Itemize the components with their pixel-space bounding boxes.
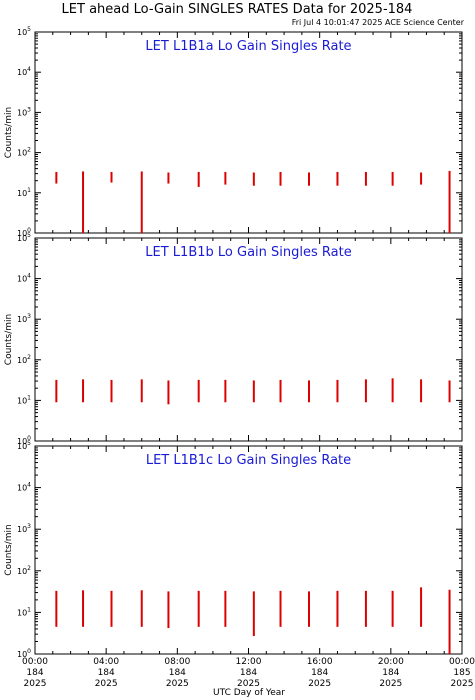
y-tick-label: 100 [17, 227, 31, 238]
x-tick-label-year: 2025 [166, 679, 189, 689]
y-tick-label: 103 [17, 313, 31, 324]
y-axis-label: Counts/min [4, 107, 14, 158]
plot-frame [34, 445, 463, 655]
y-axis-label: Counts/min [4, 314, 14, 365]
chart-panel-2: LET L1B1b Lo Gain Singles Rate 100 101 102 1… [4, 232, 463, 446]
generation-timestamp: Fri Jul 4 10:01:47 2025 ACE Science Cent… [292, 18, 465, 27]
x-tick-label-time: 04:00 [93, 657, 119, 667]
x-tick-label-day: 184 [169, 668, 186, 678]
x-tick-label-day: 184 [311, 668, 328, 678]
x-tick-label-year: 2025 [24, 679, 47, 689]
y-tick-label: 105 [17, 232, 31, 243]
y-tick-label: 100 [17, 435, 31, 446]
x-axis-label: UTC Day of Year [213, 688, 285, 698]
x-tick-label-day: 184 [382, 668, 399, 678]
y-tick-label: 105 [17, 26, 31, 37]
x-tick-label-time: 12:00 [236, 657, 262, 667]
y-tick-label: 102 [17, 354, 31, 365]
y-tick-label: 102 [17, 147, 31, 158]
panel-stack: LET L1B1a Lo Gain Singles Rate 100 101 102 1… [4, 26, 463, 659]
chart-panel-3: LET L1B1c Lo Gain Singles Rate 100 101 102 1… [4, 440, 463, 659]
x-tick-label-day: 184 [98, 668, 115, 678]
y-tick-label: 104 [17, 66, 31, 77]
plot-frame [34, 31, 463, 234]
y-tick-label: 103 [17, 106, 31, 117]
x-tick-label-time: 16:00 [307, 657, 333, 667]
x-tick-label-day: 185 [453, 668, 470, 678]
y-tick-label: 105 [17, 440, 31, 451]
x-axis: 00:00184202504:00184202508:00184202512:0… [22, 657, 475, 689]
panel-title: LET L1B1c Lo Gain Singles Rate [146, 453, 351, 468]
y-axis-label: Counts/min [4, 524, 14, 575]
x-tick-label-time: 08:00 [164, 657, 190, 667]
x-tick-label-time: 20:00 [378, 657, 404, 667]
x-tick-label-year: 2025 [95, 679, 118, 689]
x-tick-label-year: 2025 [308, 679, 331, 689]
main-title: LET ahead Lo-Gain SINGLES RATES Data for… [62, 2, 413, 17]
panel-title: LET L1B1a Lo Gain Singles Rate [145, 39, 351, 54]
x-tick-label-day: 184 [240, 668, 257, 678]
y-tick-label: 104 [17, 482, 31, 493]
y-tick-label: 101 [17, 394, 31, 405]
y-tick-label: 100 [17, 648, 31, 659]
y-tick-label: 101 [17, 187, 31, 198]
y-tick-label: 103 [17, 523, 31, 534]
x-tick-label-year: 2025 [451, 679, 474, 689]
y-tick-label: 102 [17, 565, 31, 576]
x-tick-label-day: 184 [26, 668, 43, 678]
x-tick-label-time: 00:00 [449, 657, 475, 667]
chart-panel-1: LET L1B1a Lo Gain Singles Rate 100 101 102 1… [4, 26, 463, 238]
x-tick-label-time: 00:00 [22, 657, 48, 667]
y-tick-label: 104 [17, 273, 31, 284]
y-tick-label: 101 [17, 606, 31, 617]
x-tick-label-year: 2025 [237, 679, 260, 689]
plot-frame [34, 237, 463, 442]
x-tick-label-year: 2025 [379, 679, 402, 689]
panel-title: LET L1B1b Lo Gain Singles Rate [145, 245, 351, 260]
